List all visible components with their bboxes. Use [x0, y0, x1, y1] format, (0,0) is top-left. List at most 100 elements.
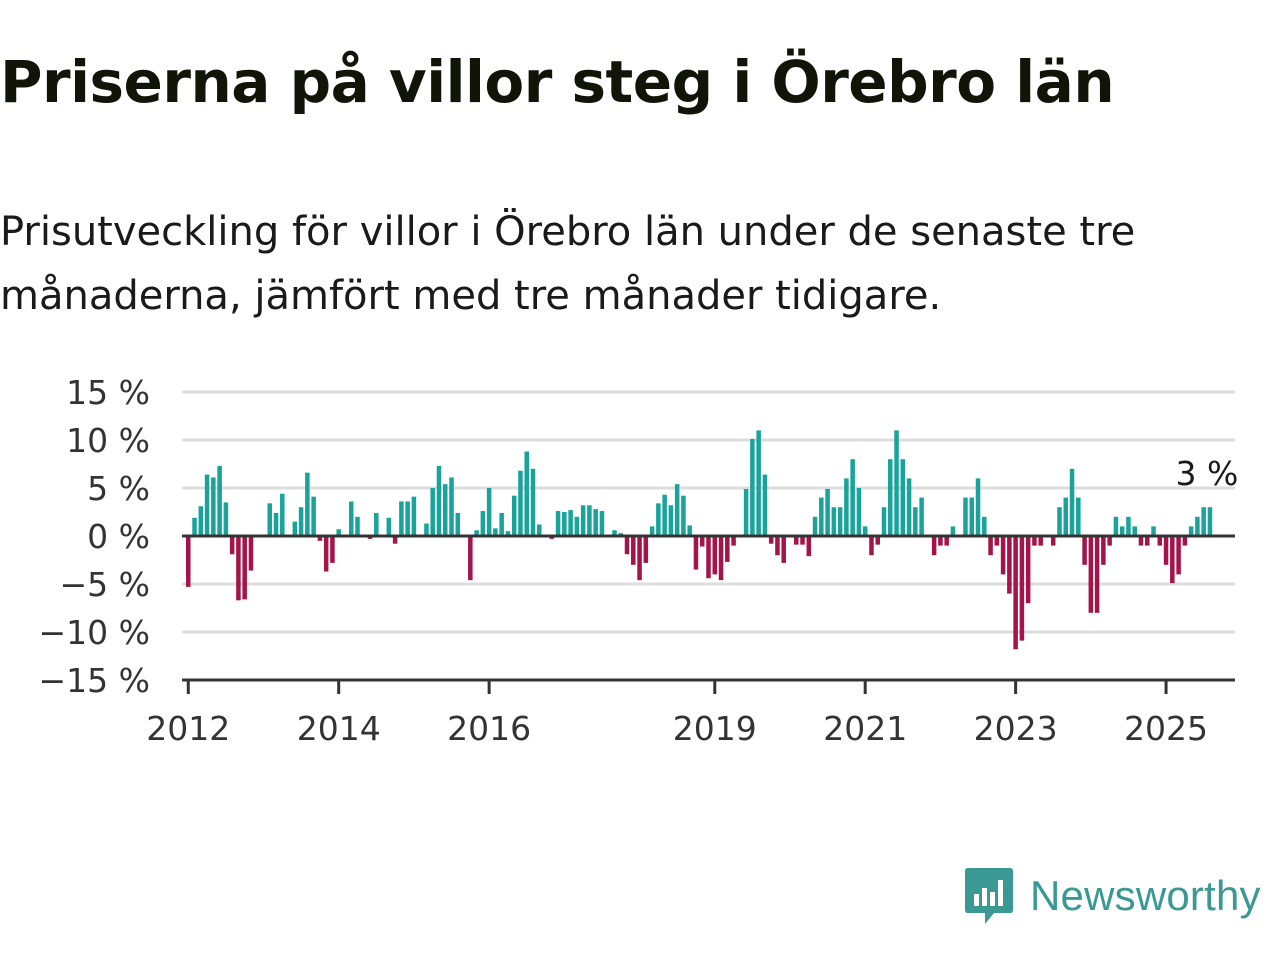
- x-tick-label: 2023: [974, 709, 1058, 748]
- bar: [1126, 516, 1131, 536]
- axes: [182, 534, 1235, 682]
- bar: [474, 530, 479, 536]
- bar: [869, 536, 874, 556]
- y-tick-label: 15 %: [66, 373, 150, 412]
- bar: [211, 477, 216, 536]
- bar: [950, 526, 956, 536]
- bar: [198, 506, 204, 536]
- bar: [712, 536, 718, 575]
- bar: [969, 497, 975, 536]
- bar: [505, 531, 511, 536]
- bar: [1107, 536, 1112, 546]
- bar: [699, 536, 705, 547]
- bar: [1157, 536, 1163, 546]
- bar: [825, 488, 830, 536]
- bar: [493, 528, 498, 536]
- bar: [668, 505, 674, 536]
- bar: [1076, 497, 1081, 536]
- bar: [430, 488, 435, 536]
- bar: [468, 536, 473, 581]
- bar: [298, 507, 304, 536]
- chart-title: Priserna på villor steg i Örebro län: [0, 48, 1115, 116]
- bar: [750, 439, 755, 536]
- bar: [831, 507, 837, 536]
- newsworthy-logo: Newsworthy: [964, 866, 1261, 926]
- bar: [706, 536, 711, 579]
- bar: [355, 516, 360, 536]
- bar: [1069, 468, 1075, 536]
- bar: [186, 536, 191, 587]
- bar: [1101, 536, 1106, 565]
- bar: [881, 507, 887, 536]
- x-axis-tick-labels: 2012 2014 2016 2019 2021 2023 2025: [146, 680, 1208, 748]
- logo-text: Newsworthy: [1030, 872, 1261, 919]
- bar: [743, 488, 749, 536]
- bar: [392, 536, 398, 544]
- bar: [944, 536, 949, 546]
- bar: [236, 536, 241, 601]
- bar: [844, 478, 849, 536]
- bar: [1007, 536, 1012, 594]
- bar: [662, 494, 667, 536]
- bar: [637, 536, 642, 581]
- bar: [204, 474, 210, 536]
- y-tick-label: −15 %: [39, 661, 151, 700]
- bar: [292, 521, 298, 536]
- bar: [931, 536, 937, 556]
- bar: [524, 451, 529, 536]
- bar: [725, 536, 730, 562]
- bar: [1088, 536, 1094, 613]
- bar: [1132, 526, 1137, 536]
- bar: [793, 536, 799, 545]
- bar: [656, 503, 661, 536]
- bar: [643, 536, 649, 563]
- bar: [248, 536, 254, 571]
- bar: [217, 465, 222, 536]
- bar: [762, 474, 768, 536]
- bar: [875, 536, 880, 545]
- bar: [442, 484, 448, 536]
- bar: [449, 477, 454, 536]
- bar: [768, 536, 774, 544]
- bar: [1082, 536, 1087, 565]
- bar: [975, 478, 981, 536]
- bar: [900, 459, 906, 536]
- bar: [267, 503, 273, 536]
- bar: [806, 536, 812, 557]
- bar: [317, 536, 323, 541]
- bar: [480, 511, 486, 536]
- bar: [555, 511, 561, 536]
- x-tick-label: 2019: [673, 709, 757, 748]
- bar: [511, 495, 517, 536]
- bar: [242, 536, 247, 600]
- bar: [775, 536, 780, 556]
- bar: [781, 536, 786, 563]
- bar: [405, 501, 410, 536]
- bar: [273, 512, 279, 536]
- bar: [938, 536, 943, 546]
- bar: [812, 516, 818, 536]
- x-tick-label: 2014: [297, 709, 381, 748]
- bar: [1119, 526, 1125, 536]
- bar: [518, 470, 523, 536]
- y-axis-tick-labels: 15 % 10 % 5 % 0 % −5 % −10 % −15 %: [39, 373, 151, 700]
- bar: [624, 536, 630, 555]
- bar: [649, 526, 655, 536]
- chart-subtitle: Prisutveckling för villor i Örebro län u…: [0, 209, 1136, 319]
- y-tick-label: −5 %: [60, 565, 151, 604]
- y-tick-label: 10 %: [66, 421, 150, 460]
- bar: [674, 484, 680, 536]
- bar: [687, 525, 692, 536]
- bar: [1182, 536, 1188, 546]
- bar: [693, 536, 699, 570]
- x-tick-label: 2016: [447, 709, 531, 748]
- bar: [982, 516, 987, 536]
- bar: [562, 512, 567, 536]
- bar: [718, 536, 724, 581]
- bar: [1176, 536, 1181, 575]
- bar: [1151, 526, 1156, 536]
- bar: [455, 512, 461, 536]
- x-tick-label: 2021: [823, 709, 907, 748]
- bar: [1170, 536, 1175, 584]
- bar-series: [186, 430, 1213, 650]
